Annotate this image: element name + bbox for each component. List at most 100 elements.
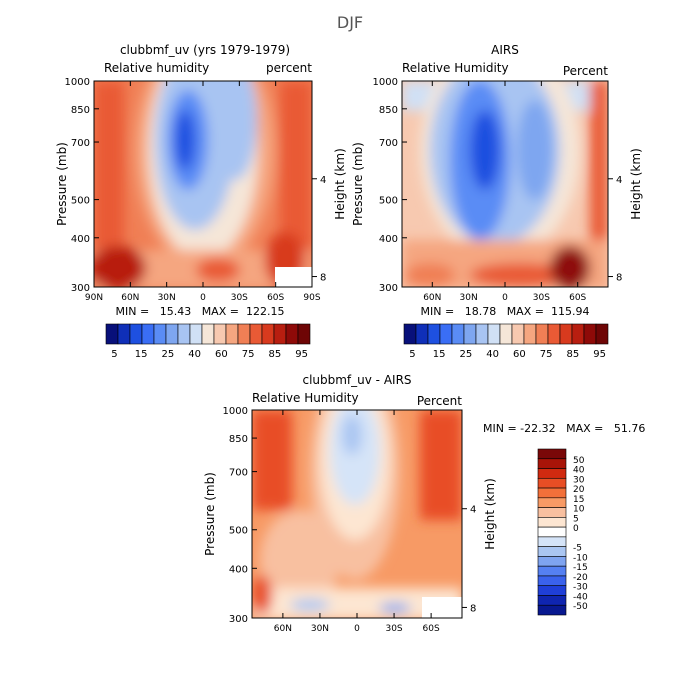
colorbar-swatch xyxy=(537,468,567,479)
y-tick-label: 850 xyxy=(71,105,90,116)
y-tick-label: 700 xyxy=(229,468,248,479)
x-tick-label: 0 xyxy=(200,293,206,303)
panel-1-axes: 300 400 500 700 850 1000 4 8 90N 60N 30N 0 30S 60S 90S xyxy=(65,77,327,303)
colorbar-label: -5 xyxy=(573,544,582,554)
colorbar-swatch xyxy=(439,323,453,345)
panel-2: AIRS Relative Humidity Percent 300 400 500… xyxy=(351,43,643,318)
y-tick-label: 300 xyxy=(229,614,248,625)
colorbar-label: 25 xyxy=(460,349,473,360)
colorbar-swatch xyxy=(415,323,429,345)
x-tick-label: 30S xyxy=(385,624,402,634)
colorbar-swatch xyxy=(499,323,513,345)
colorbar-swatch xyxy=(285,323,299,345)
colorbar-swatch xyxy=(523,323,537,345)
colorbar-swatch xyxy=(511,323,525,345)
colorbar-swatch xyxy=(201,323,215,345)
colorbar-label: 95 xyxy=(295,349,308,360)
colorbar-swatch xyxy=(537,536,567,547)
colorbar-label: 40 xyxy=(188,349,201,360)
colorbar-swatch xyxy=(537,556,567,567)
colorbar-swatch xyxy=(273,323,287,345)
colorbar-swatch xyxy=(595,323,609,345)
colorbar-swatch xyxy=(177,323,191,345)
x-tick-label: 60N xyxy=(121,293,139,303)
colorbar-label: 95 xyxy=(593,349,606,360)
y-tick-label: 500 xyxy=(71,196,90,207)
x-tick-label: 60S xyxy=(267,293,284,303)
colorbar-swatch xyxy=(535,323,549,345)
x-tick-label: 60N xyxy=(274,624,292,634)
colorbar-label: 85 xyxy=(566,349,579,360)
colorbar-label: 60 xyxy=(513,349,526,360)
panel-3-right-label: Percent xyxy=(417,394,462,408)
y-tick-label: 300 xyxy=(379,283,398,294)
colorbar-1: 5 15 25 40 60 75 85 95 xyxy=(105,323,311,360)
colorbar-swatch xyxy=(463,323,477,345)
y2-tick-label: 4 xyxy=(470,505,476,516)
panel-1-title: clubbmf_uv (yrs 1979-1979) xyxy=(120,43,290,57)
figure-title: DJF xyxy=(337,13,363,32)
y2-tick-label: 4 xyxy=(320,175,326,186)
colorbar-label: 15 xyxy=(433,349,446,360)
colorbar-swatch xyxy=(547,323,561,345)
colorbar-swatch xyxy=(153,323,167,345)
panel-2-ylabel: Pressure (mb) xyxy=(351,142,365,226)
colorbar-label: -40 xyxy=(573,592,588,602)
colorbar-swatch xyxy=(261,323,275,345)
y-tick-label: 400 xyxy=(229,564,248,575)
panel-3: clubbmf_uv - AIRS Relative Humidity Perc… xyxy=(203,373,645,634)
panel-3-stats: MIN = -22.32 MAX = 51.76 xyxy=(483,422,645,435)
panel-2-title: AIRS xyxy=(491,43,519,57)
colorbar-swatch xyxy=(537,575,567,587)
panel-1: clubbmf_uv (yrs 1979-1979) Relative humi… xyxy=(55,43,347,318)
colorbar-swatch xyxy=(105,323,119,345)
colorbar-label: -20 xyxy=(573,573,588,583)
panel-2-stats: MIN = 18.78 MAX = 115.94 xyxy=(421,305,590,318)
y-tick-label: 1000 xyxy=(223,406,248,417)
colorbar-label: 75 xyxy=(540,349,553,360)
colorbar-swatch xyxy=(427,323,441,345)
colorbar-label: 5 xyxy=(409,349,415,360)
y-tick-label: 700 xyxy=(71,138,90,149)
colorbar-swatch xyxy=(297,323,311,345)
colorbar-swatch xyxy=(537,497,567,508)
colorbar-swatch xyxy=(537,487,567,499)
panel-3-field xyxy=(252,410,462,618)
panel-1-stats: MIN = 15.43 MAX = 122.15 xyxy=(116,305,285,318)
colorbar-swatch xyxy=(141,323,155,345)
colorbar-label: 75 xyxy=(242,349,255,360)
colorbar-swatch xyxy=(537,507,567,518)
panel-1-left-label: Relative humidity xyxy=(104,61,209,75)
y-tick-label: 700 xyxy=(379,138,398,149)
x-tick-label: 30S xyxy=(231,293,248,303)
y-tick-label: 850 xyxy=(229,434,248,445)
colorbar-swatch xyxy=(451,323,465,345)
colorbar-label: 20 xyxy=(573,485,585,495)
colorbar-swatch xyxy=(249,323,263,345)
panel-1-ylabel: Pressure (mb) xyxy=(55,142,69,226)
colorbar-swatch xyxy=(213,323,227,345)
colorbar-swatch xyxy=(537,585,567,596)
x-tick-label: 90N xyxy=(85,293,103,303)
x-tick-label: 60S xyxy=(423,624,440,634)
x-tick-label: 30N xyxy=(311,624,329,634)
colorbar-label: 5 xyxy=(573,514,579,524)
y-tick-label: 400 xyxy=(379,234,398,245)
colorbar-swatch xyxy=(537,565,567,577)
y2-tick-label: 4 xyxy=(616,175,622,186)
colorbar-label: -15 xyxy=(573,563,588,573)
colorbar-swatch xyxy=(237,323,251,345)
panel-2-axes: 300 400 500 700 850 1000 4 8 60N 30N 0 30S 60S xyxy=(373,77,623,303)
y-tick-label: 500 xyxy=(379,196,398,207)
panel-2-ylabel2: Height (km) xyxy=(629,148,643,219)
colorbar-swatch xyxy=(537,458,567,469)
y2-tick-label: 8 xyxy=(470,603,476,614)
colorbar-label: 50 xyxy=(573,456,585,466)
y-tick-label: 500 xyxy=(229,526,248,537)
panel-1-field xyxy=(94,81,312,287)
colorbar-label: 40 xyxy=(486,349,499,360)
colorbar-swatch xyxy=(571,323,585,345)
y-tick-label: 1000 xyxy=(373,77,398,88)
